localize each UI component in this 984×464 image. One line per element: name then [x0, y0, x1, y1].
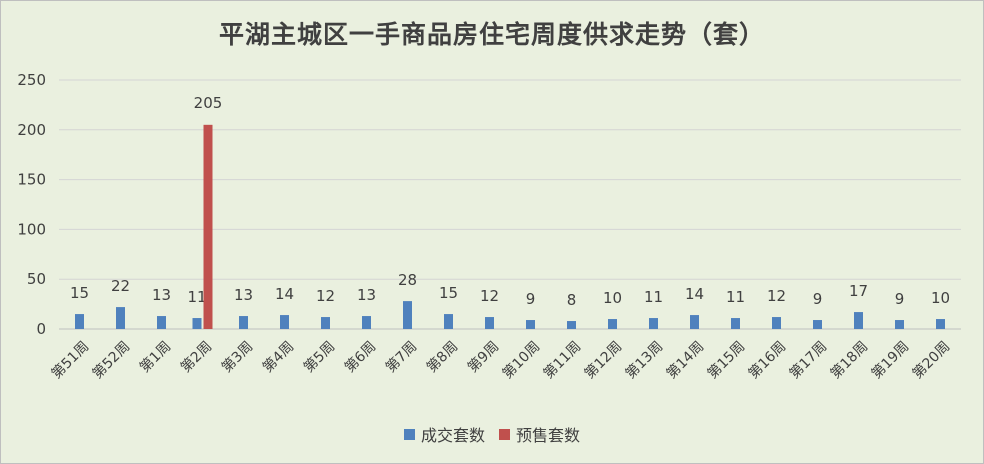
y-tick-label: 250	[17, 71, 46, 89]
x-tick-label: 第16周	[745, 338, 789, 382]
bar-sales	[854, 312, 863, 329]
data-label-sales: 13	[234, 286, 253, 304]
x-tick-label: 第5周	[300, 338, 338, 376]
bar-sales	[567, 321, 576, 329]
x-tick-label: 第9周	[464, 338, 502, 376]
x-tick-label: 第13周	[622, 338, 666, 382]
data-label-sales: 13	[152, 286, 171, 304]
bar-sales	[116, 307, 125, 329]
data-label-sales: 15	[439, 284, 458, 302]
bar-sales	[444, 314, 453, 329]
x-tick-label: 第19周	[868, 338, 912, 382]
y-tick-label: 100	[17, 220, 46, 238]
bar-sales	[731, 318, 740, 329]
x-tick-label: 第11周	[540, 338, 584, 382]
bar-sales	[895, 320, 904, 329]
bar-sales	[403, 301, 412, 329]
x-tick-label: 第6周	[341, 338, 379, 376]
x-tick-label: 第12周	[581, 338, 625, 382]
x-tick-label: 第17周	[786, 338, 830, 382]
x-tick-label: 第1周	[136, 338, 174, 376]
chart-title: 平湖主城区一手商品房住宅周度供求走势（套）	[218, 20, 765, 49]
y-tick-label: 150	[17, 171, 46, 189]
data-label-sales: 9	[813, 290, 823, 308]
data-label-sales: 11	[726, 288, 745, 306]
bar-sales	[321, 317, 330, 329]
bar-sales	[362, 316, 371, 329]
bar-sales	[485, 317, 494, 329]
bar-sales	[813, 320, 822, 329]
data-label-sales: 13	[357, 286, 376, 304]
bar-sales	[690, 315, 699, 329]
legend-swatch-sales	[403, 428, 415, 440]
bar-sales	[157, 316, 166, 329]
bar-sales	[608, 319, 617, 329]
legend-label-presale: 预售套数	[516, 426, 581, 445]
x-tick-label: 第10周	[499, 338, 543, 382]
x-tick-label: 第20周	[909, 338, 953, 382]
data-label-sales: 17	[849, 282, 868, 300]
bar-sales	[772, 317, 781, 329]
data-label-sales: 12	[316, 287, 335, 305]
data-label-sales: 12	[767, 287, 786, 305]
y-tick-label: 50	[27, 270, 46, 288]
data-label-sales: 12	[480, 287, 499, 305]
legend-label-sales: 成交套数	[420, 426, 485, 445]
x-tick-label: 第3周	[218, 338, 256, 376]
x-tick-label: 第8周	[423, 338, 461, 376]
data-label-sales: 10	[931, 289, 950, 307]
data-label-sales: 11	[187, 288, 206, 306]
data-label-sales: 28	[398, 271, 417, 289]
data-label-sales: 9	[895, 290, 905, 308]
x-tick-label: 第7周	[382, 338, 420, 376]
x-tick-label: 第4周	[259, 338, 297, 376]
chart-legend: 成交套数 预售套数	[1, 422, 983, 446]
bar-sales	[192, 318, 202, 329]
legend-item-sales: 成交套数	[403, 422, 485, 446]
x-tick-label: 第51周	[48, 338, 92, 382]
chart-plot: 0 50 100 150 200 250 15 第51周 22 第52周 13 第1周 11 205 第2周…	[17, 71, 961, 382]
data-label-sales: 10	[603, 289, 622, 307]
x-tick-label: 第14周	[663, 338, 707, 382]
data-label-sales: 14	[685, 285, 704, 303]
data-label-sales: 11	[644, 288, 663, 306]
data-label-sales: 22	[111, 277, 130, 295]
bar-sales	[649, 318, 658, 329]
y-tick-label: 200	[17, 121, 46, 139]
bar-sales	[280, 315, 289, 329]
data-label-sales: 9	[526, 290, 536, 308]
legend-swatch-presale	[499, 428, 510, 440]
bar-sales	[75, 314, 84, 329]
data-label-presale: 205	[194, 94, 223, 112]
bar-sales	[936, 319, 945, 329]
x-tick-label: 第52周	[89, 338, 133, 382]
data-label-sales: 8	[567, 291, 577, 309]
data-label-sales: 14	[275, 285, 294, 303]
y-tick-label: 0	[36, 320, 46, 338]
x-tick-label: 第2周	[177, 338, 215, 376]
bar-sales	[239, 316, 248, 329]
data-label-sales: 15	[70, 284, 89, 302]
x-tick-label: 第15周	[704, 338, 748, 382]
bar-presale	[203, 124, 213, 329]
legend-item-presale: 预售套数	[499, 422, 580, 446]
bar-sales	[526, 320, 535, 329]
x-tick-label: 第18周	[827, 338, 871, 382]
